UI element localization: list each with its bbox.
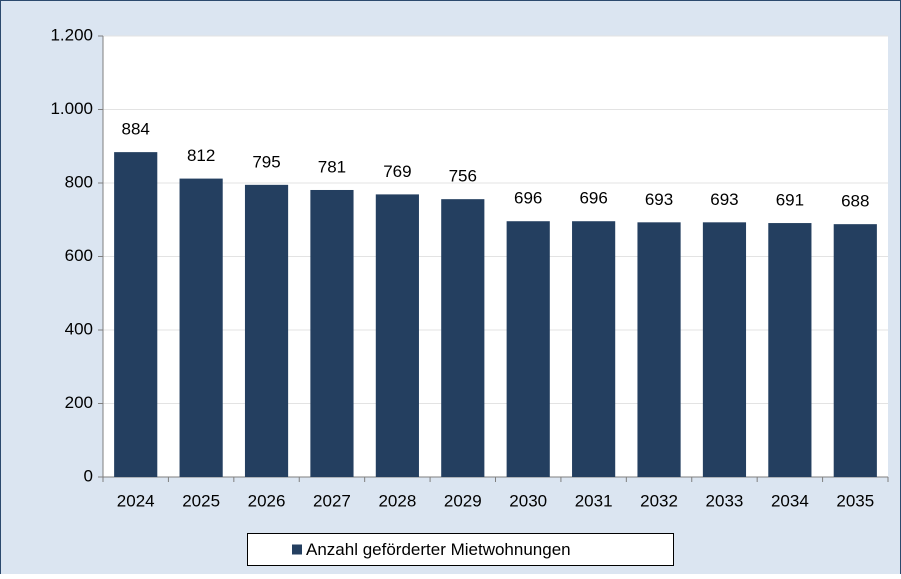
legend-label: Anzahl geförderter Mietwohnungen xyxy=(306,540,571,559)
data-label: 795 xyxy=(252,152,280,171)
x-tick-label: 2033 xyxy=(706,491,744,510)
y-tick-label: 0 xyxy=(84,466,93,485)
bar xyxy=(441,199,485,478)
legend-swatch xyxy=(292,544,302,555)
bar xyxy=(179,178,223,477)
y-tick-label: 400 xyxy=(65,319,93,338)
y-tick-label: 200 xyxy=(65,393,93,412)
legend-box xyxy=(247,533,674,566)
x-tick-label: 2025 xyxy=(182,491,220,510)
data-label: 696 xyxy=(514,189,542,208)
y-tick-label: 1.200 xyxy=(50,25,93,44)
x-tick-label: 2034 xyxy=(771,491,809,510)
bar xyxy=(833,224,877,477)
y-tick-label: 800 xyxy=(65,172,93,191)
data-label: 884 xyxy=(122,120,150,139)
data-label: 693 xyxy=(645,190,673,209)
data-label: 693 xyxy=(710,190,738,209)
x-tick-label: 2030 xyxy=(509,491,547,510)
data-label: 691 xyxy=(776,191,804,210)
bar xyxy=(114,152,158,477)
bar xyxy=(375,194,419,477)
y-tick-label: 1.000 xyxy=(50,99,93,118)
bar xyxy=(572,221,616,477)
x-tick-label: 2032 xyxy=(640,491,678,510)
x-tick-label: 2029 xyxy=(444,491,482,510)
x-tick-label: 2028 xyxy=(378,491,416,510)
x-tick-label: 2026 xyxy=(248,491,286,510)
data-label: 756 xyxy=(449,167,477,186)
bar xyxy=(244,184,289,477)
x-tick-label: 2031 xyxy=(575,491,613,510)
data-label: 769 xyxy=(383,162,411,181)
data-label: 696 xyxy=(579,189,607,208)
data-label: 781 xyxy=(318,157,346,176)
x-tick-label: 2027 xyxy=(313,491,351,510)
bar xyxy=(310,189,354,478)
data-label: 688 xyxy=(841,192,869,211)
y-tick-label: 600 xyxy=(65,246,93,265)
bar xyxy=(702,222,747,477)
bar xyxy=(506,221,550,477)
x-tick-label: 2024 xyxy=(117,491,155,510)
bar xyxy=(637,222,681,477)
bar xyxy=(768,223,812,477)
x-tick-label: 2035 xyxy=(836,491,874,510)
data-label: 812 xyxy=(187,146,215,165)
